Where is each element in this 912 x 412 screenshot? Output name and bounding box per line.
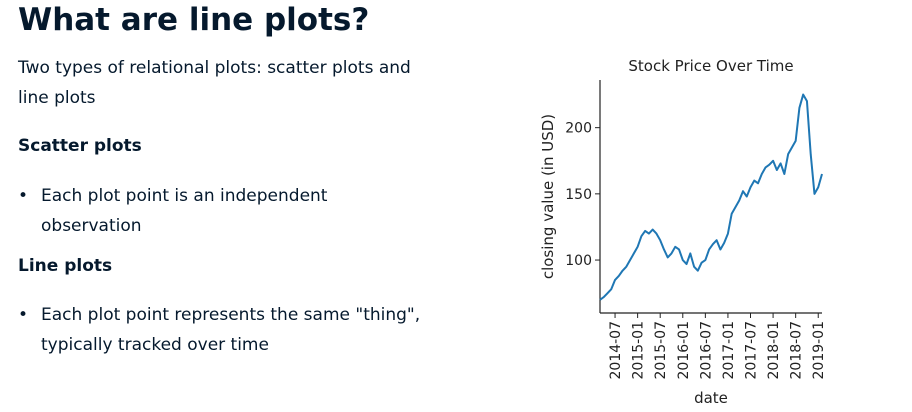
- intro-text: Two types of relational plots: scatter p…: [18, 58, 411, 108]
- x-tick-label: 2018-07: [789, 321, 805, 380]
- y-tick-label: 100: [565, 253, 592, 269]
- chart: Stock Price Over Time closing value (in U…: [539, 57, 827, 407]
- x-tick-label: 2017-01: [721, 321, 737, 380]
- y-tick-label: 150: [565, 187, 592, 203]
- x-tick-label: 2016-01: [676, 321, 692, 380]
- x-tick-label: 2016-07: [698, 321, 714, 380]
- section-heading: Line plots: [18, 256, 113, 276]
- chart-title: Stock Price Over Time: [628, 57, 793, 75]
- x-tick-label: 2015-07: [653, 321, 669, 380]
- section-heading: Scatter plots: [18, 136, 142, 156]
- x-tick-label: 2017-07: [744, 321, 760, 380]
- slide-title: What are line plots?: [18, 2, 370, 38]
- x-tick-label: 2014-07: [608, 321, 624, 380]
- x-tick-label: 2019-01: [811, 321, 827, 380]
- y-tick-label: 200: [565, 121, 592, 137]
- x-tick-label: 2018-01: [766, 321, 782, 380]
- bullet-text: Each plot point is an independent observ…: [18, 181, 381, 241]
- x-axis-label: date: [694, 389, 728, 407]
- bullet-text: Each plot point represents the same "thi…: [18, 300, 471, 360]
- y-axis-label: closing value (in USD): [539, 114, 557, 279]
- x-tick-label: 2015-01: [631, 321, 647, 380]
- price-line: [599, 93, 823, 301]
